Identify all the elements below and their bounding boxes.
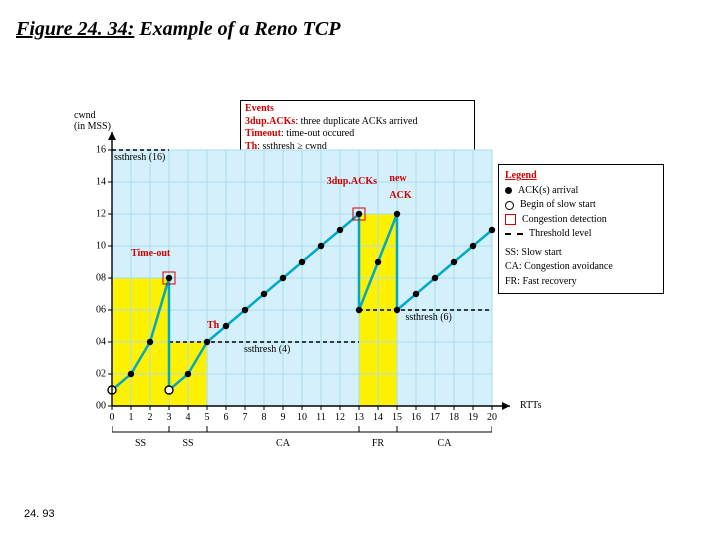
y-tick: 02 — [50, 369, 106, 380]
x-tick: 13 — [354, 412, 364, 423]
x-tick: 15 — [392, 412, 402, 423]
figure-number: Figure 24. 34: — [16, 18, 134, 40]
threshold-label: ssthresh (4) — [244, 344, 290, 355]
events-row: 3dup.ACKs: three duplicate ACKs arrived — [245, 116, 470, 129]
figure-caption: Example of a Reno TCP — [134, 18, 340, 40]
y-tick: 04 — [50, 337, 106, 348]
threshold-label: ssthresh (16) — [114, 152, 165, 163]
x-tick: 10 — [297, 412, 307, 423]
legend-row: Congestion detection — [505, 213, 657, 228]
x-tick: 5 — [205, 412, 210, 423]
x-tick: 1 — [129, 412, 134, 423]
x-tick: 19 — [468, 412, 478, 423]
phase-labels: SSSSCAFRCA — [112, 426, 492, 456]
legend-abbrev: SS: Slow start — [505, 246, 657, 261]
x-tick: 0 — [110, 412, 115, 423]
events-header: Events — [245, 103, 470, 116]
y-axis-label: cwnd (in MSS) — [74, 110, 111, 132]
y-tick: 10 — [50, 241, 106, 252]
y-tick: 14 — [50, 177, 106, 188]
y-tick: 16 — [50, 145, 106, 156]
reno-tcp-figure: Events 3dup.ACKs: three duplicate ACKs a… — [50, 100, 670, 470]
y-tick: 06 — [50, 305, 106, 316]
x-tick: 7 — [243, 412, 248, 423]
y-tick: 12 — [50, 209, 106, 220]
x-tick: 6 — [224, 412, 229, 423]
x-tick: 18 — [449, 412, 459, 423]
x-tick: 16 — [411, 412, 421, 423]
figure-title: Figure 24. 34: Example of a Reno TCP — [16, 18, 340, 41]
legend-abbrev: CA: Congestion avoidance — [505, 260, 657, 275]
x-axis-label: RTTs — [520, 400, 541, 411]
x-tick: 12 — [335, 412, 345, 423]
legend-row: Threshold level — [505, 227, 657, 242]
x-tick: 8 — [262, 412, 267, 423]
y-tick: 00 — [50, 401, 106, 412]
x-tick: 11 — [316, 412, 326, 423]
x-tick: 2 — [148, 412, 153, 423]
x-tick-labels: 01234567891011121314151617181920 — [112, 408, 492, 424]
legend-row: Begin of slow start — [505, 198, 657, 213]
threshold-label: ssthresh (6) — [406, 312, 452, 323]
y-tick: 08 — [50, 273, 106, 284]
x-tick: 4 — [186, 412, 191, 423]
chart-annotation: new — [389, 173, 406, 184]
legend-row: ACK(s) arrival — [505, 184, 657, 199]
x-tick: 17 — [430, 412, 440, 423]
slide-root: Figure 24. 34: Example of a Reno TCP Eve… — [0, 0, 720, 540]
chart-annotation: ACK — [389, 190, 411, 201]
x-tick: 3 — [167, 412, 172, 423]
phase-label: SS — [112, 426, 169, 449]
legend-box: Legend ACK(s) arrival Begin of slow star… — [498, 164, 664, 294]
x-tick: 20 — [487, 412, 497, 423]
chart-annotation: Th — [207, 320, 219, 331]
cwnd-chart-plot: ssthresh (16) ssthresh (4) ssthresh (6) Tim… — [112, 150, 492, 406]
phase-label: FR — [359, 426, 397, 449]
slide-number: 24. 93 — [24, 508, 55, 520]
x-tick: 9 — [281, 412, 286, 423]
phase-label: SS — [169, 426, 207, 449]
y-tick-labels: 000204060810121416 — [50, 150, 110, 406]
phase-label: CA — [397, 426, 492, 449]
chart-annotation: Time-out — [131, 248, 170, 259]
x-tick: 14 — [373, 412, 383, 423]
chart-annotation: 3dup.ACKs — [327, 176, 377, 187]
legend-abbrev: FR: Fast recovery — [505, 275, 657, 290]
phase-label: CA — [207, 426, 359, 449]
legend-header: Legend — [505, 169, 657, 184]
